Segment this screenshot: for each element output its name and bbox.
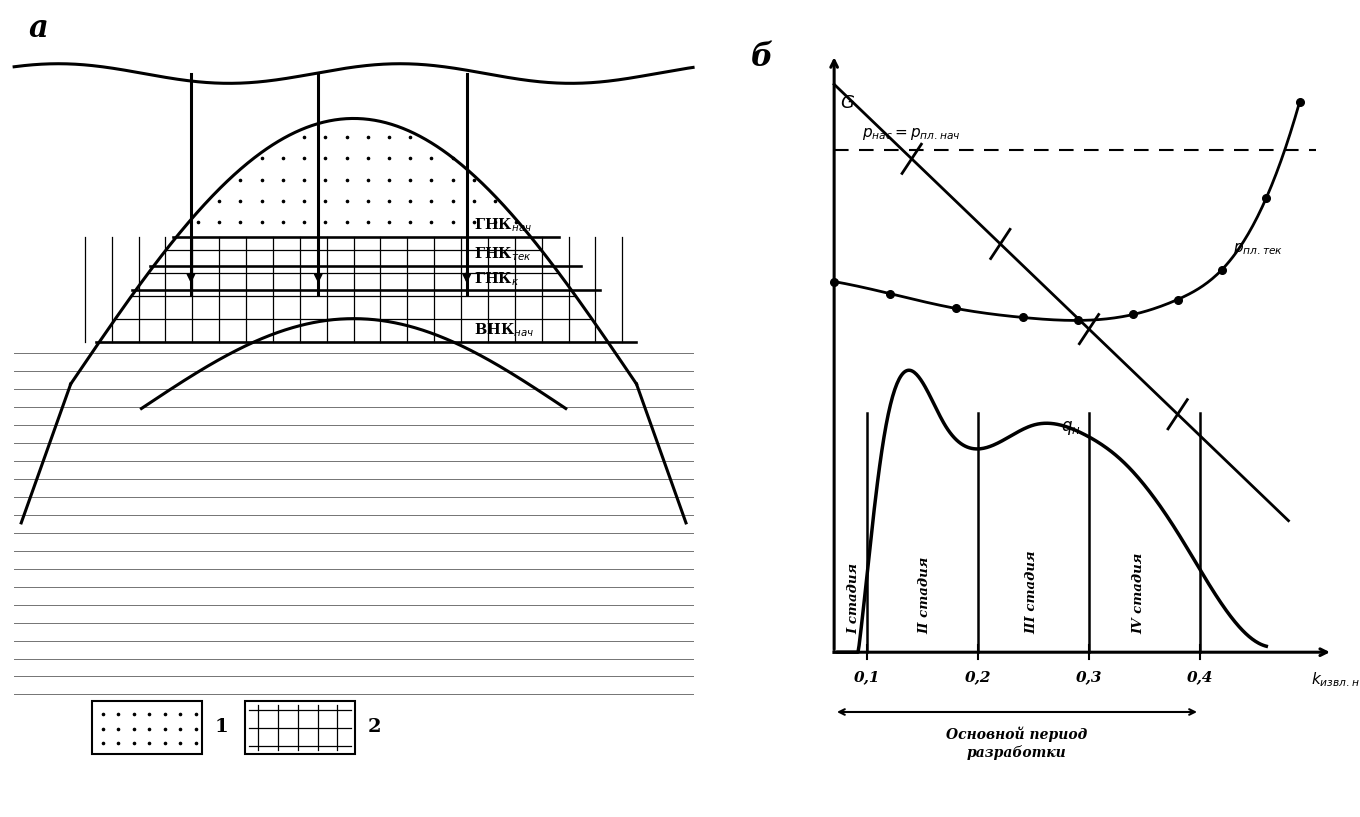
Text: ГНК$_{тек}$: ГНК$_{тек}$ xyxy=(473,245,532,263)
Text: б: б xyxy=(751,42,772,74)
Text: а: а xyxy=(29,13,48,44)
Text: ВНК$_{нач}$: ВНК$_{нач}$ xyxy=(473,321,534,339)
Text: 0,4: 0,4 xyxy=(1186,670,1213,684)
Text: 2: 2 xyxy=(367,718,381,736)
Text: ГНК$_к$: ГНК$_к$ xyxy=(473,270,520,288)
Text: $p_{пл. тек}$: $p_{пл. тек}$ xyxy=(1234,241,1284,257)
Text: 1: 1 xyxy=(215,718,228,736)
Text: $q_н$: $q_н$ xyxy=(1061,419,1081,437)
Text: ГНК$_{нач}$: ГНК$_{нач}$ xyxy=(473,216,532,234)
Text: $p_{нас}=p_{пл. нач}$: $p_{нас}=p_{пл. нач}$ xyxy=(862,126,960,142)
Text: Основной период
разработки: Основной период разработки xyxy=(947,727,1088,760)
Text: IV стадия: IV стадия xyxy=(1133,553,1145,634)
Text: II стадия: II стадия xyxy=(918,557,932,634)
Text: I стадия: I стадия xyxy=(847,563,861,634)
Bar xyxy=(245,700,355,753)
Text: $k_{извл. н}$: $k_{извл. н}$ xyxy=(1311,670,1359,689)
Bar xyxy=(92,700,201,753)
Text: $G$: $G$ xyxy=(839,94,854,112)
Text: III стадия: III стадия xyxy=(1025,551,1038,634)
Text: 0,3: 0,3 xyxy=(1076,670,1102,684)
Text: 0,1: 0,1 xyxy=(854,670,881,684)
Text: 0,2: 0,2 xyxy=(966,670,991,684)
